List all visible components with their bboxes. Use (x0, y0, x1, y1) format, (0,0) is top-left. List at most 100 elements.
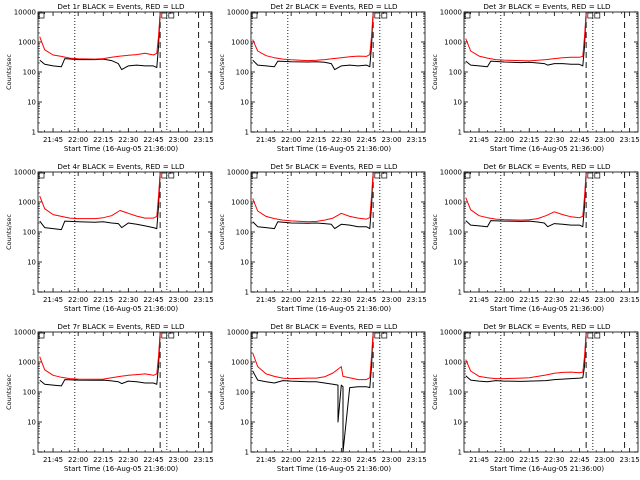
y-axis-label: Counts/sec (218, 374, 226, 410)
events-series-line (465, 333, 587, 383)
x-tick-label: 22:30 (544, 136, 564, 144)
x-tick-label: 22:30 (331, 456, 351, 464)
x-tick-label: 22:45 (569, 136, 589, 144)
y-tick-label: 10000 (14, 329, 36, 337)
corner-box-marker (587, 172, 594, 179)
y-tick-label: 10 (27, 99, 36, 107)
x-tick-label: 22:15 (306, 296, 326, 304)
y-tick-label: 100 (449, 229, 462, 237)
x-tick-label: 21:45 (256, 296, 276, 304)
y-tick-label: 10 (240, 99, 249, 107)
x-tick-label: 22:45 (356, 456, 376, 464)
y-tick-label: 100 (449, 69, 462, 77)
x-axis-label: Start Time (16-Aug-05 21:36:00) (490, 465, 604, 473)
y-tick-label: 10 (453, 419, 462, 427)
lld-series-line (252, 173, 374, 223)
y-tick-label: 10000 (440, 169, 462, 177)
corner-box-marker (161, 12, 168, 19)
x-tick-label: 21:45 (469, 456, 489, 464)
y-tick-label: 1 (32, 129, 36, 137)
x-tick-label: 22:30 (544, 296, 564, 304)
y-tick-label: 1000 (444, 199, 462, 207)
x-tick-label: 22:00 (494, 136, 514, 144)
panel-title: Det 2r BLACK = Events, RED = LLD (270, 2, 398, 11)
x-tick-label: 23:00 (168, 136, 188, 144)
y-tick-label: 10 (240, 419, 249, 427)
y-axis-label: Counts/sec (218, 54, 226, 90)
events-series-line (252, 13, 374, 71)
panel-title: Det 9r BLACK = Events, RED = LLD (483, 322, 611, 331)
corner-box-marker (374, 12, 381, 19)
x-axis-label: Start Time (16-Aug-05 21:36:00) (64, 465, 178, 473)
events-series-line (252, 173, 374, 230)
lld-series-line (252, 333, 374, 381)
corner-box-marker (168, 12, 175, 19)
x-tick-label: 22:30 (118, 456, 138, 464)
lld-series-line (465, 173, 587, 221)
x-tick-label: 23:00 (381, 296, 401, 304)
x-tick-label: 23:15 (194, 296, 214, 304)
panel-title: Det 1r BLACK = Events, RED = LLD (57, 2, 185, 11)
x-axis-label: Start Time (16-Aug-05 21:36:00) (277, 465, 391, 473)
y-tick-label: 1000 (18, 359, 36, 367)
x-tick-label: 22:45 (143, 296, 163, 304)
x-tick-label: 21:45 (469, 296, 489, 304)
panel-title: Det 5r BLACK = Events, RED = LLD (270, 162, 398, 171)
x-axis-label: Start Time (16-Aug-05 21:36:00) (277, 305, 391, 313)
x-tick-label: 22:00 (68, 296, 88, 304)
corner-box-marker (251, 172, 258, 179)
panel-title: Det 3r BLACK = Events, RED = LLD (483, 2, 611, 11)
x-tick-label: 22:15 (93, 296, 113, 304)
x-tick-label: 23:00 (381, 136, 401, 144)
corner-box-marker (587, 12, 594, 19)
x-tick-label: 21:45 (43, 456, 63, 464)
x-tick-label: 22:30 (331, 136, 351, 144)
detector-panel: Det 5r BLACK = Events, RED = LLD 1 10 100 10… (218, 162, 427, 313)
x-tick-label: 23:00 (594, 136, 614, 144)
x-axis-label: Start Time (16-Aug-05 21:36:00) (64, 145, 178, 153)
y-tick-label: 1000 (18, 39, 36, 47)
x-tick-label: 23:00 (594, 296, 614, 304)
y-tick-label: 100 (236, 389, 249, 397)
x-axis-label: Start Time (16-Aug-05 21:36:00) (490, 305, 604, 313)
x-tick-label: 22:30 (544, 456, 564, 464)
corner-box-marker (594, 172, 601, 179)
x-tick-label: 22:00 (281, 296, 301, 304)
corner-box-marker (381, 172, 388, 179)
y-tick-label: 10000 (227, 329, 249, 337)
events-series-line (39, 173, 161, 231)
x-tick-label: 22:45 (143, 456, 163, 464)
panel-title: Det 6r BLACK = Events, RED = LLD (483, 162, 611, 171)
x-tick-label: 22:45 (143, 136, 163, 144)
panel-title: Det 7r BLACK = Events, RED = LLD (57, 322, 185, 331)
y-tick-label: 10 (27, 259, 36, 267)
y-tick-label: 1000 (231, 199, 249, 207)
lld-series-line (39, 173, 161, 220)
y-tick-label: 1 (458, 449, 462, 457)
y-axis-label: Counts/sec (431, 214, 439, 250)
corner-box-marker (161, 172, 168, 179)
x-tick-label: 22:45 (569, 296, 589, 304)
y-tick-label: 100 (23, 69, 36, 77)
x-tick-label: 23:15 (620, 136, 640, 144)
y-tick-label: 10 (240, 259, 249, 267)
y-tick-label: 1 (32, 449, 36, 457)
x-tick-label: 22:15 (519, 136, 539, 144)
y-tick-label: 100 (23, 229, 36, 237)
x-tick-label: 22:15 (306, 456, 326, 464)
x-tick-label: 22:15 (519, 296, 539, 304)
x-axis-label: Start Time (16-Aug-05 21:36:00) (64, 305, 178, 313)
y-tick-label: 1 (245, 289, 249, 297)
corner-box-marker (587, 332, 594, 339)
x-tick-label: 22:30 (118, 296, 138, 304)
y-tick-label: 100 (449, 389, 462, 397)
corner-box-marker (168, 172, 175, 179)
x-tick-label: 22:45 (356, 296, 376, 304)
x-tick-label: 23:15 (194, 456, 214, 464)
y-axis-label: Counts/sec (218, 214, 226, 250)
y-tick-label: 100 (236, 69, 249, 77)
y-axis-label: Counts/sec (5, 214, 13, 250)
x-tick-label: 21:45 (256, 456, 276, 464)
corner-box-marker (38, 172, 45, 179)
